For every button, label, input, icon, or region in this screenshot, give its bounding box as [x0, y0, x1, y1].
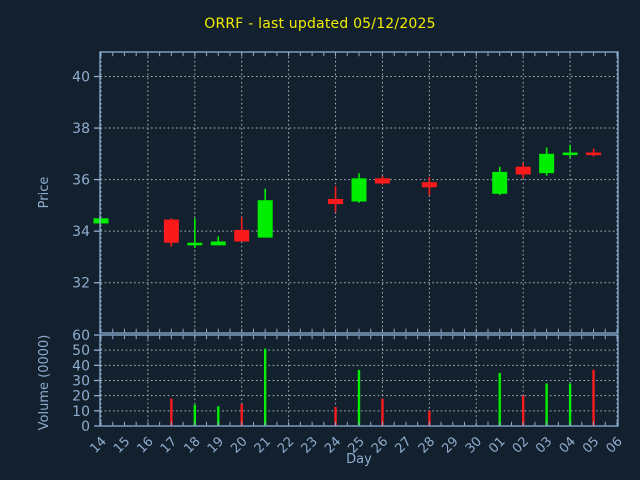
volume-bar — [545, 383, 548, 426]
x-tick-label: 06 — [604, 434, 626, 456]
candle-body — [351, 178, 367, 202]
candle-body — [328, 198, 344, 205]
x-tick-label: 01 — [486, 434, 508, 456]
candle-body — [586, 152, 602, 156]
candle-body — [163, 219, 179, 243]
candle-body — [492, 171, 508, 194]
x-tick-label: 05 — [580, 434, 602, 456]
volume-bar — [240, 404, 243, 426]
volume-bar — [170, 398, 173, 426]
x-tick-label: 27 — [392, 434, 414, 456]
x-tick-label: 18 — [181, 434, 203, 456]
candle-body — [93, 218, 109, 224]
price-axis-label: Price — [37, 177, 52, 209]
x-tick-label: 22 — [275, 434, 297, 456]
volume-bar — [592, 369, 595, 426]
x-tick-label: 16 — [134, 434, 156, 456]
volume-bar — [428, 410, 431, 426]
volume-tick-label: 0 — [81, 419, 90, 435]
volume-bar — [521, 395, 525, 426]
volume-bar — [381, 398, 384, 426]
volume-tick-label: 40 — [72, 358, 90, 374]
candle-body — [374, 178, 390, 184]
candle-body — [421, 182, 437, 188]
volume-bar — [498, 372, 501, 426]
x-tick-label: 26 — [369, 434, 391, 456]
candle-body — [515, 166, 531, 175]
price-tick-label: 32 — [72, 276, 90, 292]
volume-bar — [217, 406, 220, 426]
price-tick-label: 40 — [72, 69, 90, 85]
price-tick-label: 36 — [72, 173, 90, 189]
x-tick-label: 29 — [439, 434, 461, 456]
x-tick-label: 03 — [533, 434, 555, 456]
chart-title: ORRF - last updated 05/12/2025 — [204, 16, 436, 32]
volume-bar — [568, 383, 572, 426]
x-tick-label: 24 — [322, 434, 344, 456]
candle-body — [539, 153, 555, 174]
candle-body — [210, 241, 226, 246]
x-tick-label: 21 — [252, 434, 274, 456]
candle-body — [257, 200, 273, 238]
volume-tick-label: 60 — [72, 328, 90, 344]
x-tick-label: 20 — [228, 434, 250, 456]
x-tick-label: 02 — [510, 434, 532, 456]
price-tick-label: 38 — [72, 121, 90, 137]
x-tick-label: 15 — [111, 434, 133, 456]
x-axis-label: Day — [346, 452, 372, 467]
x-tick-label: 28 — [416, 434, 438, 456]
x-tick-label: 23 — [299, 434, 321, 456]
price-plot-frame — [99, 51, 619, 334]
price-tick-label: 34 — [72, 224, 90, 240]
x-tick-label: 04 — [557, 434, 579, 456]
volume-axis-label: Volume (0000) — [37, 335, 52, 431]
volume-bar — [193, 404, 197, 426]
candle-body — [187, 242, 203, 246]
volume-tick-label: 50 — [72, 343, 90, 359]
candle-body — [234, 229, 250, 242]
volume-tick-label: 30 — [72, 374, 90, 390]
volume-tick-label: 20 — [72, 389, 90, 405]
candle-body — [562, 152, 578, 156]
volume-bar — [263, 348, 267, 426]
volume-bar — [334, 407, 337, 426]
x-tick-label: 17 — [158, 434, 180, 456]
volume-bar — [357, 369, 361, 426]
volume-tick-label: 10 — [72, 404, 90, 420]
x-tick-label: 30 — [463, 434, 485, 456]
x-tick-label: 19 — [205, 434, 227, 456]
x-tick-label: 14 — [88, 434, 110, 456]
